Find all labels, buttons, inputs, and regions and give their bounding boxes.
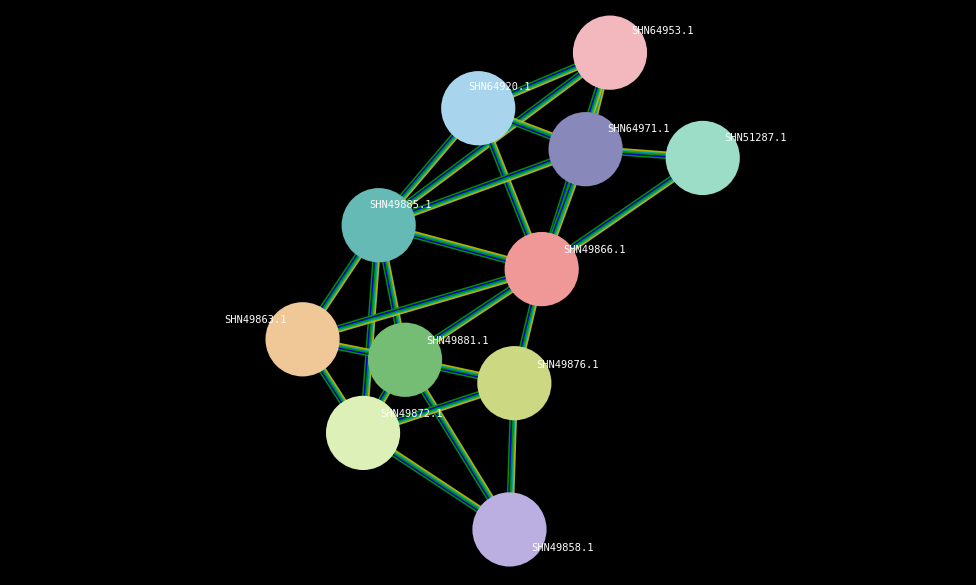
Ellipse shape — [573, 16, 647, 90]
Text: SHN64953.1: SHN64953.1 — [631, 26, 694, 36]
Text: SHN64920.1: SHN64920.1 — [468, 82, 531, 92]
Ellipse shape — [472, 493, 547, 566]
Ellipse shape — [342, 188, 416, 262]
Ellipse shape — [666, 121, 740, 195]
Ellipse shape — [326, 396, 400, 470]
Text: SHN49872.1: SHN49872.1 — [381, 409, 443, 419]
Ellipse shape — [441, 71, 515, 145]
Text: SHN49876.1: SHN49876.1 — [536, 360, 598, 370]
Text: SHN51287.1: SHN51287.1 — [724, 133, 787, 143]
Text: SHN49885.1: SHN49885.1 — [369, 200, 431, 210]
Text: SHN64971.1: SHN64971.1 — [607, 124, 670, 134]
Text: SHN49881.1: SHN49881.1 — [427, 336, 489, 346]
Text: SHN49863.1: SHN49863.1 — [224, 315, 287, 325]
Text: SHN49866.1: SHN49866.1 — [563, 245, 626, 255]
Ellipse shape — [368, 323, 442, 397]
Ellipse shape — [549, 112, 623, 186]
Text: SHN49858.1: SHN49858.1 — [531, 543, 593, 553]
Ellipse shape — [505, 232, 579, 306]
Ellipse shape — [477, 346, 551, 420]
Ellipse shape — [265, 302, 340, 376]
